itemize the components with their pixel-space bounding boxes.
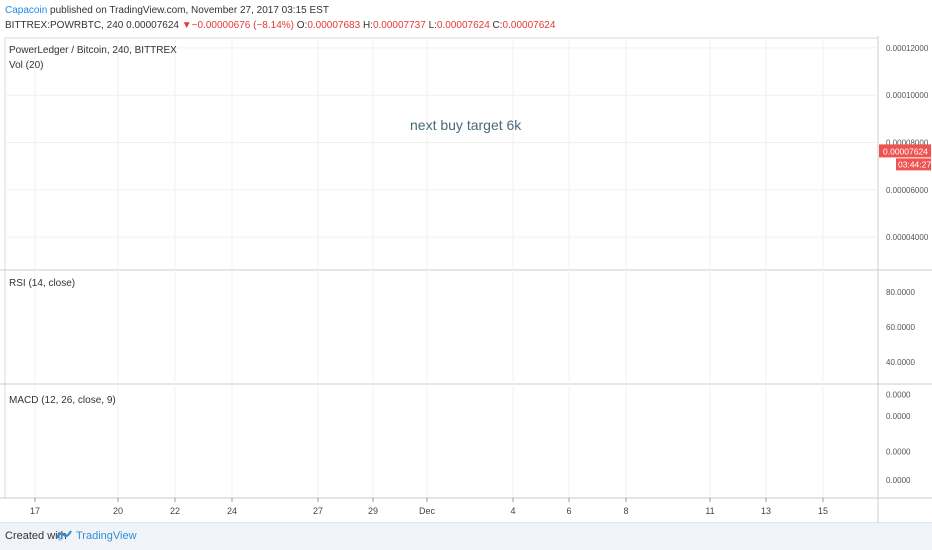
last-price-tag-text: 0.00007624 <box>883 146 928 156</box>
x-tick-label: Dec <box>419 506 436 516</box>
rsi-label: RSI (14, close) <box>9 278 75 289</box>
tradingview-brand[interactable]: TradingView <box>76 530 137 542</box>
price-value: 0.00007624 <box>126 20 179 31</box>
macd-tick-label: 0.0000 <box>886 412 911 421</box>
rsi-tick-label: 40.0000 <box>886 358 915 367</box>
x-tick-label: 17 <box>30 506 40 516</box>
close-value: 0.00007624 <box>502 20 556 31</box>
x-tick-label: 29 <box>368 506 378 516</box>
price-tick-label: 0.00012000 <box>886 44 929 53</box>
author-link[interactable]: Capacoin <box>5 5 48 16</box>
publish-line: Capacoin published on TradingView.com, N… <box>5 5 329 16</box>
footer-bar: Created with TradingView <box>0 522 932 550</box>
created-with-text: Created with <box>5 530 67 542</box>
ohlc-line: BITTREX:POWRBTC, 240 0.00007624 ▼−0.0000… <box>5 20 555 31</box>
main-pane-title: PowerLedger / Bitcoin, 240, BITTREX <box>9 45 177 56</box>
macd-tick-label: 0.0000 <box>886 447 911 456</box>
open-label: O: <box>296 20 308 31</box>
pane-labels: PowerLedger / Bitcoin, 240, BITTREX Vol … <box>9 45 522 406</box>
low-value: 0.00007624 <box>436 20 490 31</box>
close-label: C: <box>492 20 503 31</box>
macd-tick-label: 0.0000 <box>886 391 911 400</box>
price-tick-label: 0.00008000 <box>886 138 929 147</box>
change-value: −0.00000676 (−8.14%) <box>191 20 294 31</box>
tradingview-logo-icon[interactable] <box>56 528 72 542</box>
volume-label: Vol (20) <box>9 60 43 71</box>
countdown-tag-text: 03:44:27 <box>898 159 931 169</box>
open-value: 0.00007683 <box>307 20 361 31</box>
x-tick-label: 4 <box>510 506 515 516</box>
x-tick-label: 8 <box>623 506 628 516</box>
price-tick-label: 0.00004000 <box>886 233 929 242</box>
x-tick-label: 11 <box>705 506 714 516</box>
down-arrow-icon: ▼ <box>181 20 192 31</box>
price-tick-label: 0.00010000 <box>886 91 929 100</box>
plot-frame <box>4 37 879 499</box>
countdown-tag <box>896 158 931 171</box>
x-tick-label: 20 <box>113 506 123 516</box>
chart-header: Capacoin published on TradingView.com, N… <box>0 0 932 36</box>
x-tick-label: 15 <box>818 506 828 516</box>
price-tick-label: 0.00006000 <box>886 186 929 195</box>
published-text: published on TradingView.com, November 2… <box>47 5 329 16</box>
symbol-label: BITTREX:POWRBTC, 240 <box>5 20 124 31</box>
last-price-tag <box>879 144 931 158</box>
axes: 0.00012000 0.00010000 0.00008000 0.00006000… <box>0 36 932 522</box>
x-tick-label: 6 <box>566 506 571 516</box>
low-label: L: <box>428 20 437 31</box>
chart-canvas[interactable]: 1(0.00010881)0.786(0.00009219)0.618(0.00… <box>0 36 932 522</box>
annotation-text[interactable]: next buy target 6k <box>410 117 522 133</box>
x-tick-label: 24 <box>227 506 237 516</box>
x-tick-label: 22 <box>170 506 180 516</box>
x-tick-label: 27 <box>313 506 323 516</box>
macd-tick-label: 0.0000 <box>886 476 911 485</box>
rsi-tick-label: 60.0000 <box>886 323 915 332</box>
high-value: 0.00007737 <box>372 20 426 31</box>
x-tick-label: 13 <box>761 506 771 516</box>
rsi-tick-label: 80.0000 <box>886 288 915 297</box>
macd-label: MACD (12, 26, close, 9) <box>9 395 116 406</box>
high-label: H: <box>362 20 373 31</box>
